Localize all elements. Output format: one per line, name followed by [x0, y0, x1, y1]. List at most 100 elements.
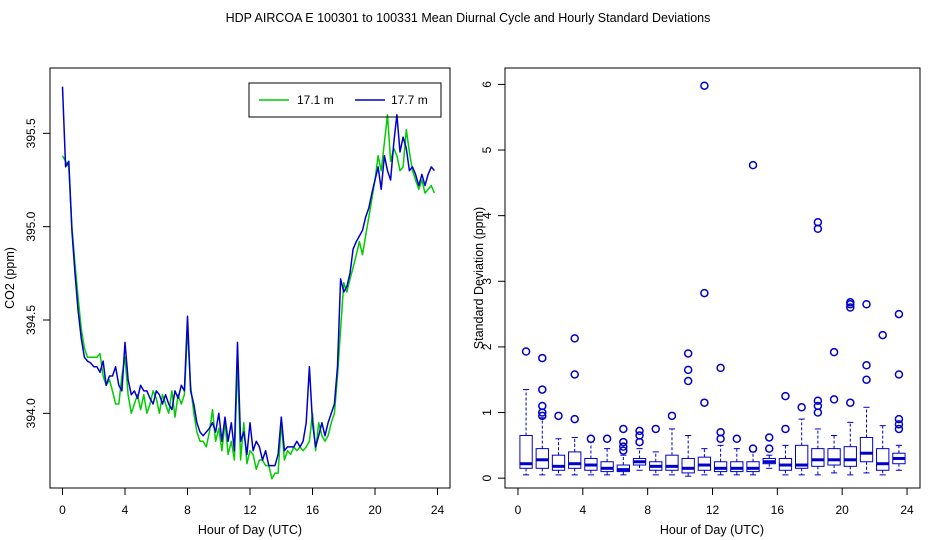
- right-y-tick-label: 1: [480, 409, 494, 416]
- right-x-tick-label: 8: [644, 503, 651, 517]
- box-hour-13: [730, 434, 744, 476]
- legend: 17.1 m 17.7 m: [248, 82, 442, 118]
- right-y-tick-label: 6: [480, 81, 494, 88]
- box-outlier-point: [586, 434, 596, 444]
- box-outlier-point: [700, 81, 709, 90]
- left-x-axis-label: Hour of Day (UTC): [198, 523, 302, 537]
- box-outlier-point: [748, 444, 758, 453]
- right-x-tick-label: 24: [900, 503, 914, 517]
- box-outlier-point: [894, 420, 904, 429]
- left-y-tick-label: 395.5: [24, 118, 38, 148]
- box-outlier-point: [570, 370, 579, 379]
- box-hour-11: [697, 81, 712, 476]
- box-outlier-point: [894, 414, 904, 424]
- box-outlier-point: [570, 334, 579, 343]
- box-outlier-point: [813, 217, 823, 227]
- left-x-tick-label: 24: [431, 503, 445, 517]
- box-outlier-point: [683, 376, 693, 386]
- box-outlier-point: [570, 414, 579, 424]
- left-x-tick-label: 16: [306, 503, 320, 517]
- box-outlier-point: [748, 160, 758, 170]
- box-hour-7: [632, 426, 647, 471]
- box-hour-4: [584, 434, 598, 476]
- box-outlier-point: [635, 431, 644, 440]
- left-y-tick-label: 395.0: [24, 211, 38, 241]
- left-series-group: [61, 86, 436, 480]
- left-x-tick-label: 0: [59, 503, 66, 517]
- right-x-tick-label: 12: [706, 503, 720, 517]
- box-iqr: [713, 461, 728, 473]
- box-outlier-point: [619, 442, 628, 451]
- left-x-tick-label: 20: [368, 503, 382, 517]
- box-outlier-point: [878, 330, 887, 340]
- box-hour-19: [827, 347, 841, 474]
- right-x-tick-label: 0: [515, 503, 522, 517]
- box-outlier-point: [683, 365, 693, 375]
- box-outlier-point: [829, 395, 839, 404]
- box-iqr: [681, 457, 695, 474]
- box-iqr: [795, 444, 809, 469]
- right-y-tick-label: 2: [480, 343, 494, 350]
- box-hour-10: [681, 349, 695, 477]
- right-x-tick-label: 20: [836, 503, 850, 517]
- box-iqr: [600, 461, 614, 473]
- box-outlier-point: [862, 300, 871, 309]
- right-x-axis: 0 4 8 12 16 20 24: [515, 487, 914, 517]
- chart-title: HDP AIRCOA E 100301 to 100331 Mean Diurn…: [226, 11, 711, 25]
- right-y-tick-label: 0: [480, 475, 494, 482]
- left-y-tick-label: 394.0: [24, 398, 38, 428]
- box-outlier-point: [683, 349, 693, 358]
- box-outlier-point: [764, 444, 774, 453]
- box-outlier-point: [700, 398, 709, 407]
- box-outlier-point: [538, 385, 547, 394]
- right-y-axis: 0 1 2 3 4 5 6: [480, 81, 506, 482]
- box-outlier-point: [538, 353, 547, 363]
- box-outlier-point: [764, 433, 774, 442]
- box-outlier-point: [813, 401, 823, 411]
- box-hour-16: [778, 391, 793, 476]
- box-iqr: [843, 446, 857, 467]
- box-hour-5: [600, 434, 614, 476]
- box-hour-20: [843, 298, 857, 476]
- box-outlier-point: [619, 446, 628, 455]
- box-iqr: [519, 435, 533, 469]
- box-outlier-point: [602, 434, 612, 444]
- box-hour-22: [876, 330, 890, 476]
- series-line-1: [61, 86, 435, 467]
- box-iqr: [746, 461, 760, 473]
- legend-label-17-1m: 17.1 m: [297, 93, 334, 107]
- box-outlier-point: [813, 396, 823, 405]
- box-hour-6: [616, 424, 630, 476]
- box-iqr: [730, 461, 744, 473]
- box-hour-9: [665, 411, 679, 476]
- legend-label-17-7m: 17.7 m: [391, 93, 428, 107]
- boxplot-group: [519, 81, 906, 477]
- right-y-tick-label: 4: [480, 212, 494, 219]
- box-iqr: [859, 436, 874, 463]
- box-outlier-point: [635, 426, 644, 436]
- right-y-axis-label: Standard Deviation (ppm): [472, 207, 486, 349]
- box-hour-0: [519, 347, 533, 476]
- box-outlier-point: [554, 411, 563, 421]
- left-x-tick-label: 4: [122, 503, 129, 517]
- right-y-tick-label: 5: [480, 146, 494, 153]
- box-iqr: [811, 448, 825, 467]
- box-hour-15: [762, 433, 776, 469]
- box-outlier-point: [894, 309, 904, 319]
- co2-diurnal-panel: 0 4 8 12 16 20 24 394.0 394.5 395.0 395.5 Hour of…: [3, 67, 451, 537]
- box-outlier-point: [846, 298, 855, 307]
- box-outlier-point: [894, 370, 904, 379]
- box-outlier-point: [797, 403, 806, 412]
- box-hour-8: [649, 424, 663, 476]
- box-outlier-point: [862, 375, 871, 384]
- box-hour-18: [811, 217, 825, 476]
- box-iqr: [876, 448, 890, 471]
- box-iqr: [568, 451, 582, 469]
- left-x-tick-label: 8: [184, 503, 191, 517]
- box-outlier-point: [829, 347, 839, 357]
- box-outlier-point: [846, 303, 855, 312]
- box-outlier-point: [781, 424, 790, 434]
- box-outlier-point: [538, 411, 547, 421]
